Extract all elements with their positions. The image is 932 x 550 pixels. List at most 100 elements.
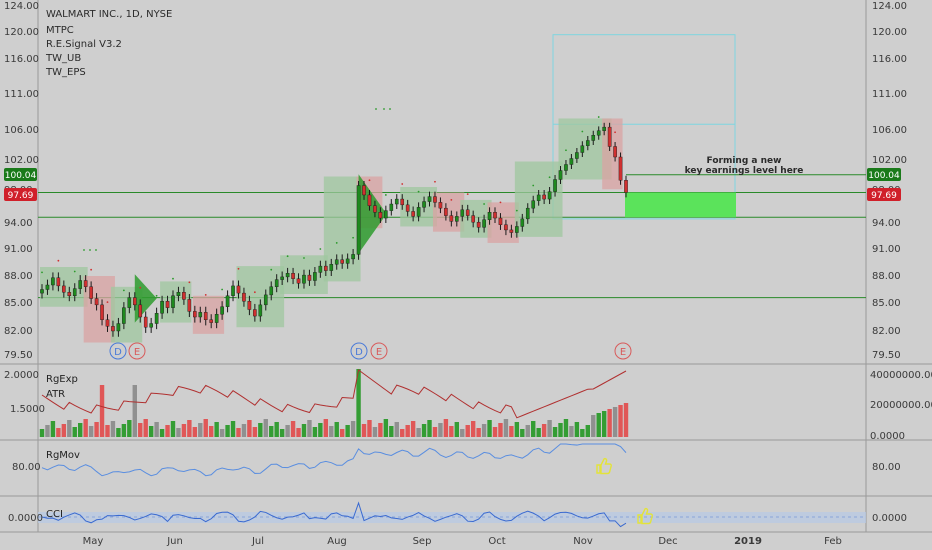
volume-bar <box>372 427 378 437</box>
candle-body <box>575 152 579 159</box>
svg-text:E: E <box>620 347 626 358</box>
candle-body <box>78 280 83 289</box>
signal-dot <box>515 209 518 212</box>
candle-body <box>465 209 470 216</box>
signal-dot <box>95 249 97 251</box>
candle-body <box>411 211 415 217</box>
annotation-line-1: Forming a new <box>707 156 782 166</box>
price-tick-left: 124.00 <box>4 1 39 12</box>
study-twub[interactable]: TW_UB <box>45 53 81 64</box>
indicator-atr-label[interactable]: ATR <box>46 389 65 400</box>
candle-body <box>553 179 557 192</box>
earnings-marker[interactable]: E <box>128 342 146 360</box>
indicator-rgexp-label[interactable]: RgExp <box>46 374 78 385</box>
cci-line <box>41 501 627 528</box>
volume-bar <box>67 420 72 437</box>
signal-dot <box>483 203 485 205</box>
volume-bar <box>350 421 356 437</box>
candle-body <box>504 224 508 231</box>
candle-body <box>531 200 536 209</box>
volume-bar <box>329 426 334 437</box>
volume-bar <box>214 422 219 437</box>
volume-bar <box>394 422 399 437</box>
volume-bar <box>187 420 192 437</box>
rgexp-right-tick-1: 40000000.0000 <box>870 370 932 381</box>
volume-bar <box>400 429 405 437</box>
candle-body <box>187 299 192 312</box>
volume-bar <box>334 422 339 437</box>
symbol-title[interactable]: WALMART INC., 1D, NYSE <box>46 9 172 20</box>
price-tick-right: 79.50 <box>872 350 901 361</box>
signal-dot <box>253 291 256 294</box>
candle-body <box>40 289 44 294</box>
signal-block <box>83 276 115 343</box>
price-tick-left: 91.00 <box>4 244 33 255</box>
candle-body <box>460 209 465 217</box>
candle-body <box>536 194 541 201</box>
time-tick: Jul <box>251 536 264 547</box>
volume-bar <box>427 420 432 437</box>
volume-bar <box>601 411 607 437</box>
projection-outline <box>552 34 736 220</box>
svg-text:E: E <box>376 347 382 358</box>
volume-bar <box>94 422 99 437</box>
candle-body <box>94 298 99 306</box>
candle-body <box>384 210 388 219</box>
candle-body <box>291 273 295 279</box>
candle-body <box>242 292 246 302</box>
candle-body <box>476 221 481 228</box>
volume-bar <box>470 421 476 437</box>
signal-dot <box>73 270 76 273</box>
volume-bar <box>569 426 574 437</box>
signal-dot <box>286 255 289 258</box>
candle-body <box>318 265 323 273</box>
price-tick-right: 102.00 <box>872 155 907 166</box>
candle-body <box>56 277 61 287</box>
signal-dot <box>204 294 207 296</box>
candle-body <box>214 314 219 323</box>
candle-body <box>378 212 383 219</box>
candle-body <box>285 273 290 278</box>
signal-dot <box>450 199 453 201</box>
volume-bar <box>618 405 623 437</box>
earnings-marker[interactable]: E <box>614 342 632 360</box>
candle-body <box>542 194 546 200</box>
volume-bar <box>132 385 137 437</box>
signal-block <box>432 192 465 232</box>
indicator-cci-label[interactable]: CCI <box>46 509 63 520</box>
price-tick-right: 120.00 <box>872 27 907 38</box>
price-tick-right: 106.00 <box>872 125 907 136</box>
svg-text:E: E <box>134 347 140 358</box>
volume-bar <box>558 423 563 437</box>
volume-bar <box>410 421 416 437</box>
volume-bar <box>438 423 443 437</box>
earnings-marker[interactable]: E <box>370 342 388 360</box>
signal-dot <box>83 249 85 251</box>
volume-bar <box>181 424 187 437</box>
volume-bar <box>301 424 307 437</box>
volume-bar <box>279 429 285 437</box>
volume-bar <box>203 419 208 437</box>
signal-dot <box>188 281 191 284</box>
candle-body <box>258 304 263 317</box>
study-mtpc[interactable]: MTPC <box>46 25 74 36</box>
time-tick: Sep <box>413 536 432 547</box>
time-tick: Dec <box>658 536 677 547</box>
candle-body <box>624 180 628 193</box>
candle-body <box>149 323 153 328</box>
candle-body <box>482 219 486 228</box>
signal-dot <box>155 294 158 297</box>
dividend-marker[interactable]: D <box>109 342 127 360</box>
candle-body <box>389 203 394 211</box>
rgexp-right-tick-2: 20000000.0000 <box>870 400 932 411</box>
indicator-rgmov-label[interactable]: RgMov <box>46 450 80 461</box>
study-resignal[interactable]: R.E.Signal V3.2 <box>46 39 122 50</box>
study-tweps[interactable]: TW_EPS <box>45 67 86 78</box>
pane-frames <box>0 0 932 533</box>
candle-body <box>132 297 137 306</box>
rgmov-left-tick: 80.00 <box>12 462 41 473</box>
signal-dot <box>139 286 142 289</box>
price-tick-left: 79.50 <box>4 350 33 361</box>
volume-bar <box>236 428 241 437</box>
dividend-marker[interactable]: D <box>350 342 368 360</box>
